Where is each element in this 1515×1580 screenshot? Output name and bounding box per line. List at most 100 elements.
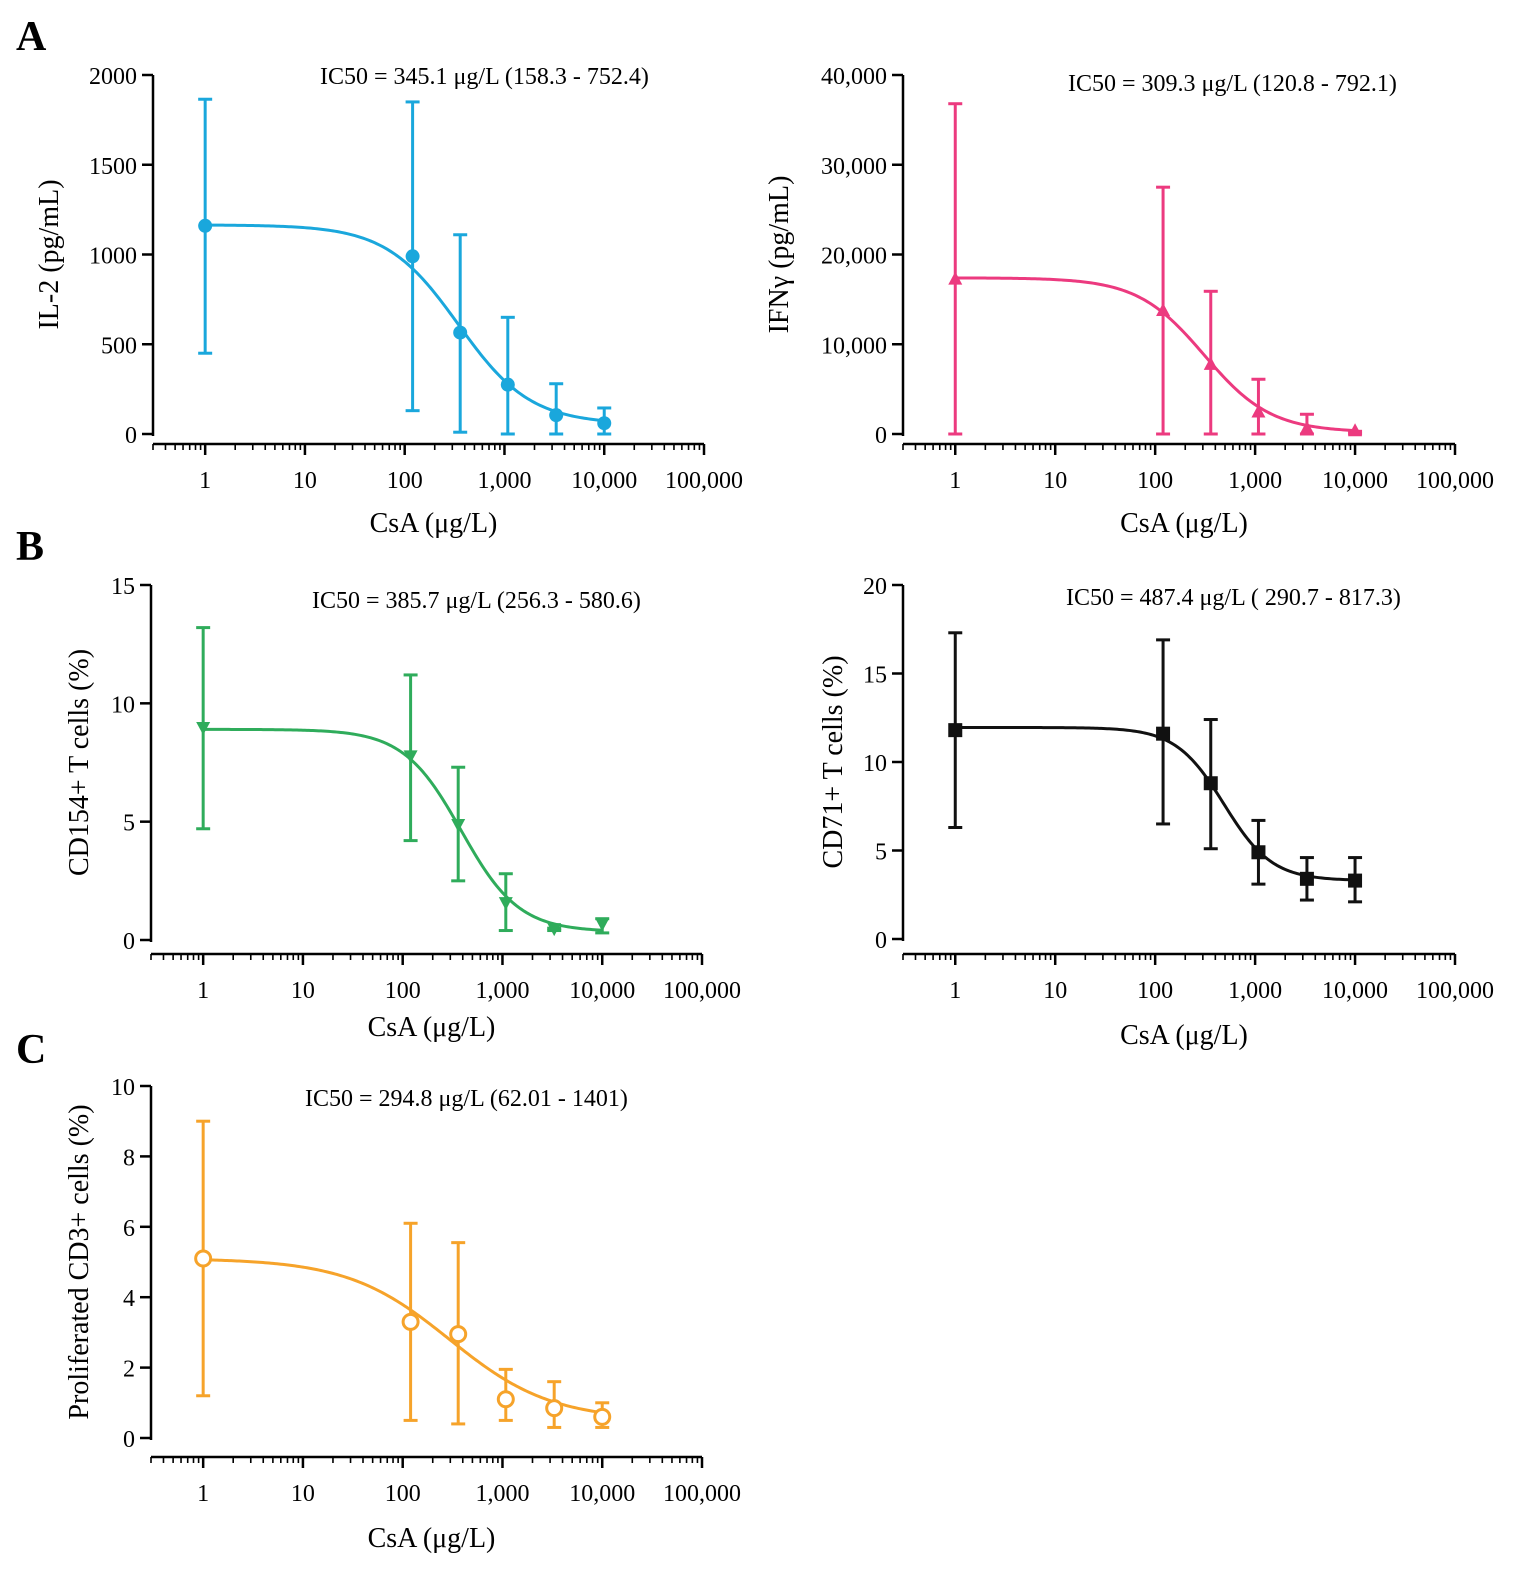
chart-a1: 0 500 1000 1500 2000 1 10 100 1,000 10,000 100,000… — [34, 64, 743, 539]
data-point — [1156, 726, 1171, 741]
data-point — [500, 377, 515, 392]
data-point — [948, 723, 963, 738]
fit-curve — [203, 1258, 603, 1415]
data-point — [1348, 873, 1363, 888]
x-tick-label: 1,000 — [1228, 978, 1282, 1004]
y-tick-label: 20 — [863, 574, 887, 600]
fit-curve — [205, 223, 605, 423]
data-point — [449, 1325, 468, 1344]
x-tick-label: 10,000 — [1322, 468, 1388, 494]
x-tick-label: 10,000 — [569, 1481, 635, 1507]
y-tick-label: 8 — [123, 1145, 135, 1171]
panel-label-b: B — [16, 524, 44, 570]
x-tick-label: 10 — [291, 978, 315, 1004]
y-tick-label: 0 — [123, 929, 135, 955]
x-tick-label: 1 — [197, 978, 209, 1004]
y-tick-label: 20,000 — [821, 244, 887, 270]
x-tick-label: 100,000 — [665, 468, 743, 494]
x-tick-label: 10 — [291, 1481, 315, 1507]
data-point — [1251, 845, 1266, 860]
x-tick-label: 1 — [197, 1481, 209, 1507]
panel-label-a: A — [16, 14, 47, 60]
ic50-annotation: IC50 = 294.8 μg/L (62.01 - 1401) — [305, 1086, 628, 1112]
x-tick-label: 100 — [385, 978, 421, 1004]
data-point — [948, 271, 963, 285]
data-point — [496, 1390, 515, 1409]
y-tick-label: 2 — [123, 1357, 135, 1383]
x-tick-label: 1,000 — [475, 1481, 529, 1507]
y-tick-label: 10,000 — [821, 333, 887, 359]
chart-a2: 0 10,000 20,000 30,000 40,000 1 10 100 1,000 10,0… — [764, 64, 1494, 539]
data-point — [1203, 776, 1218, 791]
y-tick-label: 2000 — [89, 64, 137, 90]
y-tick-label: 30,000 — [821, 154, 887, 180]
x-tick-label: 1 — [199, 468, 211, 494]
fit-curve — [955, 725, 1356, 882]
y-tick-label: 5 — [123, 811, 135, 837]
x-tick-label: 10,000 — [569, 978, 635, 1004]
ic50-annotation: IC50 = 487.4 μg/L ( 290.7 - 817.3) — [1066, 585, 1401, 611]
chart-b2: 0 5 10 15 20 1 10 100 1,000 10,000 100,000 CsA (μg/… — [818, 574, 1494, 1051]
x-tick-label: 100 — [1137, 978, 1173, 1004]
x-axis-title: CsA (μg/L) — [1120, 1020, 1248, 1051]
y-tick-label: 6 — [123, 1216, 135, 1242]
y-tick-label: 0 — [125, 423, 137, 449]
x-tick-label: 100 — [387, 468, 423, 494]
y-tick-label: 15 — [863, 663, 887, 689]
data-point — [451, 819, 466, 833]
x-tick-label: 100,000 — [1416, 468, 1494, 494]
x-axis-title: CsA (μg/L) — [1120, 508, 1248, 539]
data-point — [1251, 404, 1266, 418]
x-tick-label: 100 — [1137, 468, 1173, 494]
panel-label-c: C — [16, 1027, 46, 1073]
y-tick-label: 1000 — [89, 244, 137, 270]
data-point — [547, 923, 562, 937]
x-tick-label: 1 — [949, 978, 961, 1004]
y-tick-label: 15 — [111, 574, 135, 600]
data-point — [1156, 303, 1171, 317]
fit-curve — [203, 727, 603, 932]
x-tick-label: 100 — [385, 1481, 421, 1507]
y-tick-label: 10 — [111, 692, 135, 718]
data-point — [498, 897, 513, 911]
data-point — [1299, 871, 1314, 886]
y-axis-title: Proliferated CD3+ cells (%) — [64, 1104, 95, 1419]
x-tick-label: 10 — [1043, 468, 1067, 494]
data-point — [1203, 356, 1218, 370]
y-tick-label: 4 — [123, 1286, 135, 1312]
chart-b1: 0 5 10 15 1 10 100 1,000 10,000 100,000 CsA (μg/L)… — [64, 574, 741, 1043]
ic50-annotation: IC50 = 345.1 μg/L (158.3 - 752.4) — [320, 64, 649, 90]
data-point — [198, 218, 213, 233]
data-point — [405, 249, 420, 264]
x-tick-label: 100,000 — [663, 1481, 741, 1507]
y-axis-title: IFNγ (pg/mL) — [764, 176, 795, 334]
y-axis-title: CD71+ T cells (%) — [818, 655, 849, 868]
x-tick-label: 100,000 — [663, 978, 741, 1004]
y-tick-label: 10 — [111, 1075, 135, 1101]
x-tick-label: 10,000 — [571, 468, 637, 494]
y-tick-label: 1500 — [89, 154, 137, 180]
data-point — [453, 325, 468, 340]
x-axis-title: CsA (μg/L) — [368, 1523, 496, 1554]
y-tick-label: 5 — [875, 840, 887, 866]
ic50-annotation: IC50 = 309.3 μg/L (120.8 - 792.1) — [1068, 71, 1397, 97]
y-tick-label: 500 — [101, 333, 137, 359]
data-point — [401, 1312, 420, 1331]
data-point — [545, 1399, 564, 1418]
y-axis-title: CD154+ T cells (%) — [64, 649, 95, 876]
chart-c: 0 2 4 6 8 10 1 10 100 1,000 10,000 100,000 CsA (μg/L… — [64, 1075, 741, 1554]
fit-curve — [955, 276, 1356, 433]
data-point — [1348, 423, 1363, 437]
data-point — [597, 416, 612, 431]
x-axis-title: CsA (μg/L) — [370, 508, 498, 539]
x-tick-label: 10,000 — [1322, 978, 1388, 1004]
x-tick-label: 1 — [949, 468, 961, 494]
x-tick-label: 1,000 — [475, 978, 529, 1004]
x-tick-label: 1,000 — [477, 468, 531, 494]
data-point — [403, 750, 418, 764]
y-tick-label: 0 — [123, 1427, 135, 1453]
x-tick-label: 10 — [1043, 978, 1067, 1004]
data-point — [595, 918, 610, 932]
